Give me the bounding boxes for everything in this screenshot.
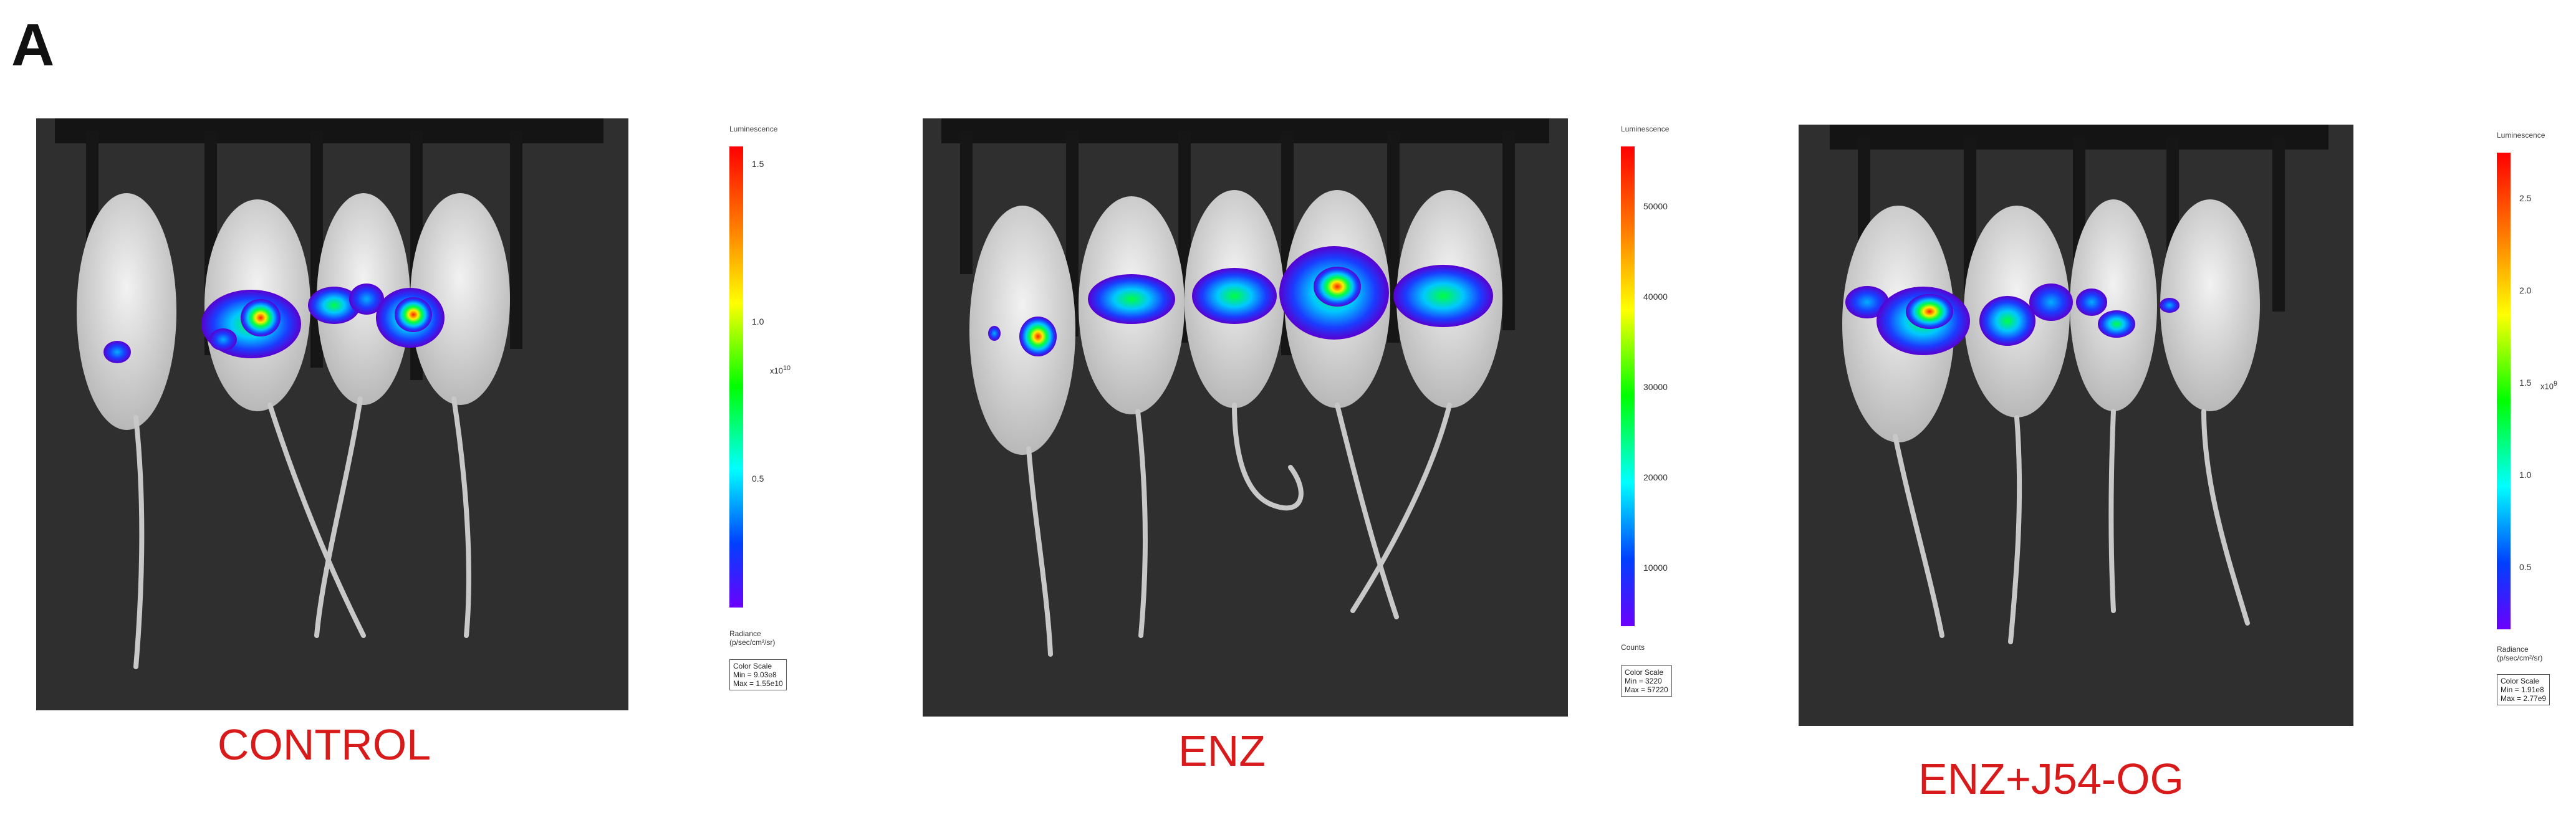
- tick-label: 2.0: [2519, 285, 2532, 295]
- color-scale-bar: [1621, 146, 1635, 626]
- scale-title: Luminescence: [2497, 131, 2545, 140]
- enz-j54-og-bioluminescence-image: [1799, 125, 2353, 726]
- tick-label: 40000: [1643, 292, 1668, 302]
- control-color-scale: Luminescence 1.5 1.0 x1010 0.5 Radiance(…: [723, 118, 823, 710]
- scale-multiplier: x1010: [770, 365, 791, 376]
- scale-caption: Counts: [1621, 643, 1645, 652]
- scale-title: Luminescence: [1621, 125, 1670, 133]
- tick-label: 0.5: [2519, 562, 2532, 572]
- color-scale-bar: [2497, 153, 2511, 629]
- enz-j54-og-color-scale: Luminescence 2.5 2.0 1.5 x109 1.0 0.5 Ra…: [2491, 125, 2576, 723]
- tick-label: 1.5: [2519, 378, 2532, 388]
- tick-label: 10000: [1643, 563, 1668, 573]
- control-group-label: CONTROL: [217, 720, 431, 769]
- tick-label: 20000: [1643, 472, 1668, 482]
- control-bioluminescence-image: [36, 118, 628, 710]
- enz-group-label: ENZ: [1178, 727, 1266, 775]
- scale-title: Luminescence: [729, 125, 778, 133]
- color-scale-box: Color Scale Min = 1.91e8 Max = 2.77e9: [2497, 674, 2550, 705]
- tick-label: 1.0: [752, 317, 764, 326]
- tick-label: 1.0: [2519, 470, 2532, 480]
- tick-label: 30000: [1643, 382, 1668, 392]
- enz-bioluminescence-image: [923, 118, 1568, 717]
- panel-label: A: [11, 12, 55, 79]
- color-scale-bar: [729, 146, 743, 608]
- enz-color-scale: Luminescence 50000 40000 30000 20000 100…: [1615, 118, 1714, 710]
- color-scale-box: Color Scale Min = 9.03e8 Max = 1.55e10: [729, 659, 787, 690]
- scale-caption: Radiance (p/sec/cm²/sr): [2497, 645, 2543, 662]
- tick-label: 0.5: [752, 474, 764, 484]
- color-scale-box: Color Scale Min = 3220 Max = 57220: [1621, 665, 1672, 697]
- tick-label: 1.5: [752, 159, 764, 169]
- tick-label: 2.5: [2519, 193, 2532, 203]
- scale-caption: Radiance (p/sec/cm²/sr): [729, 629, 776, 647]
- tick-label: 50000: [1643, 201, 1668, 211]
- enz-j54-og-group-label: ENZ+J54-OG: [1918, 755, 2184, 803]
- scale-multiplier: x109: [2540, 380, 2557, 391]
